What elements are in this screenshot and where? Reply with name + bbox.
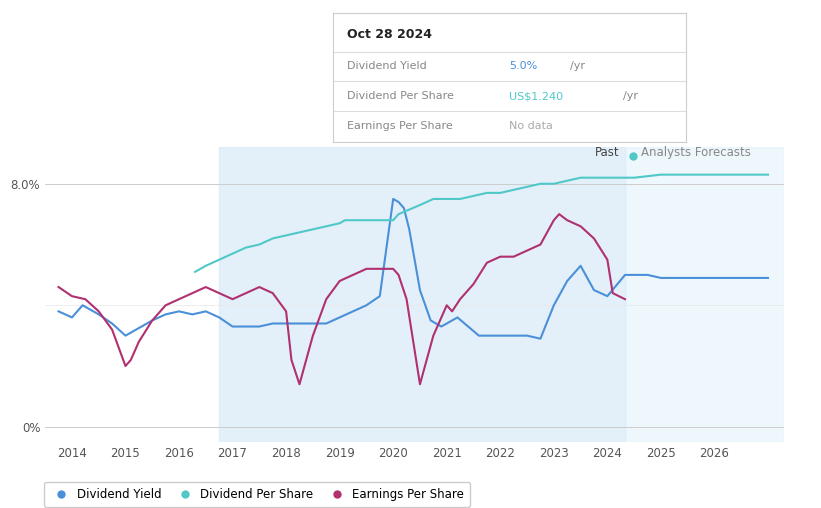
Text: Past: Past [595, 146, 620, 160]
Text: /yr: /yr [570, 61, 585, 72]
Text: Oct 28 2024: Oct 28 2024 [346, 28, 432, 41]
Bar [219, 147, 625, 442]
Text: /yr: /yr [623, 91, 639, 101]
Text: 5.0%: 5.0% [509, 61, 537, 72]
Bar [625, 147, 784, 442]
Text: Earnings Per Share: Earnings Per Share [346, 121, 452, 131]
Text: No data: No data [509, 121, 553, 131]
Legend: Dividend Yield, Dividend Per Share, Earnings Per Share: Dividend Yield, Dividend Per Share, Earn… [44, 482, 470, 507]
Text: Analysts Forecasts: Analysts Forecasts [641, 146, 751, 160]
Text: Dividend Per Share: Dividend Per Share [346, 91, 453, 101]
Text: US$1.240: US$1.240 [509, 91, 563, 101]
Text: Dividend Yield: Dividend Yield [346, 61, 426, 72]
